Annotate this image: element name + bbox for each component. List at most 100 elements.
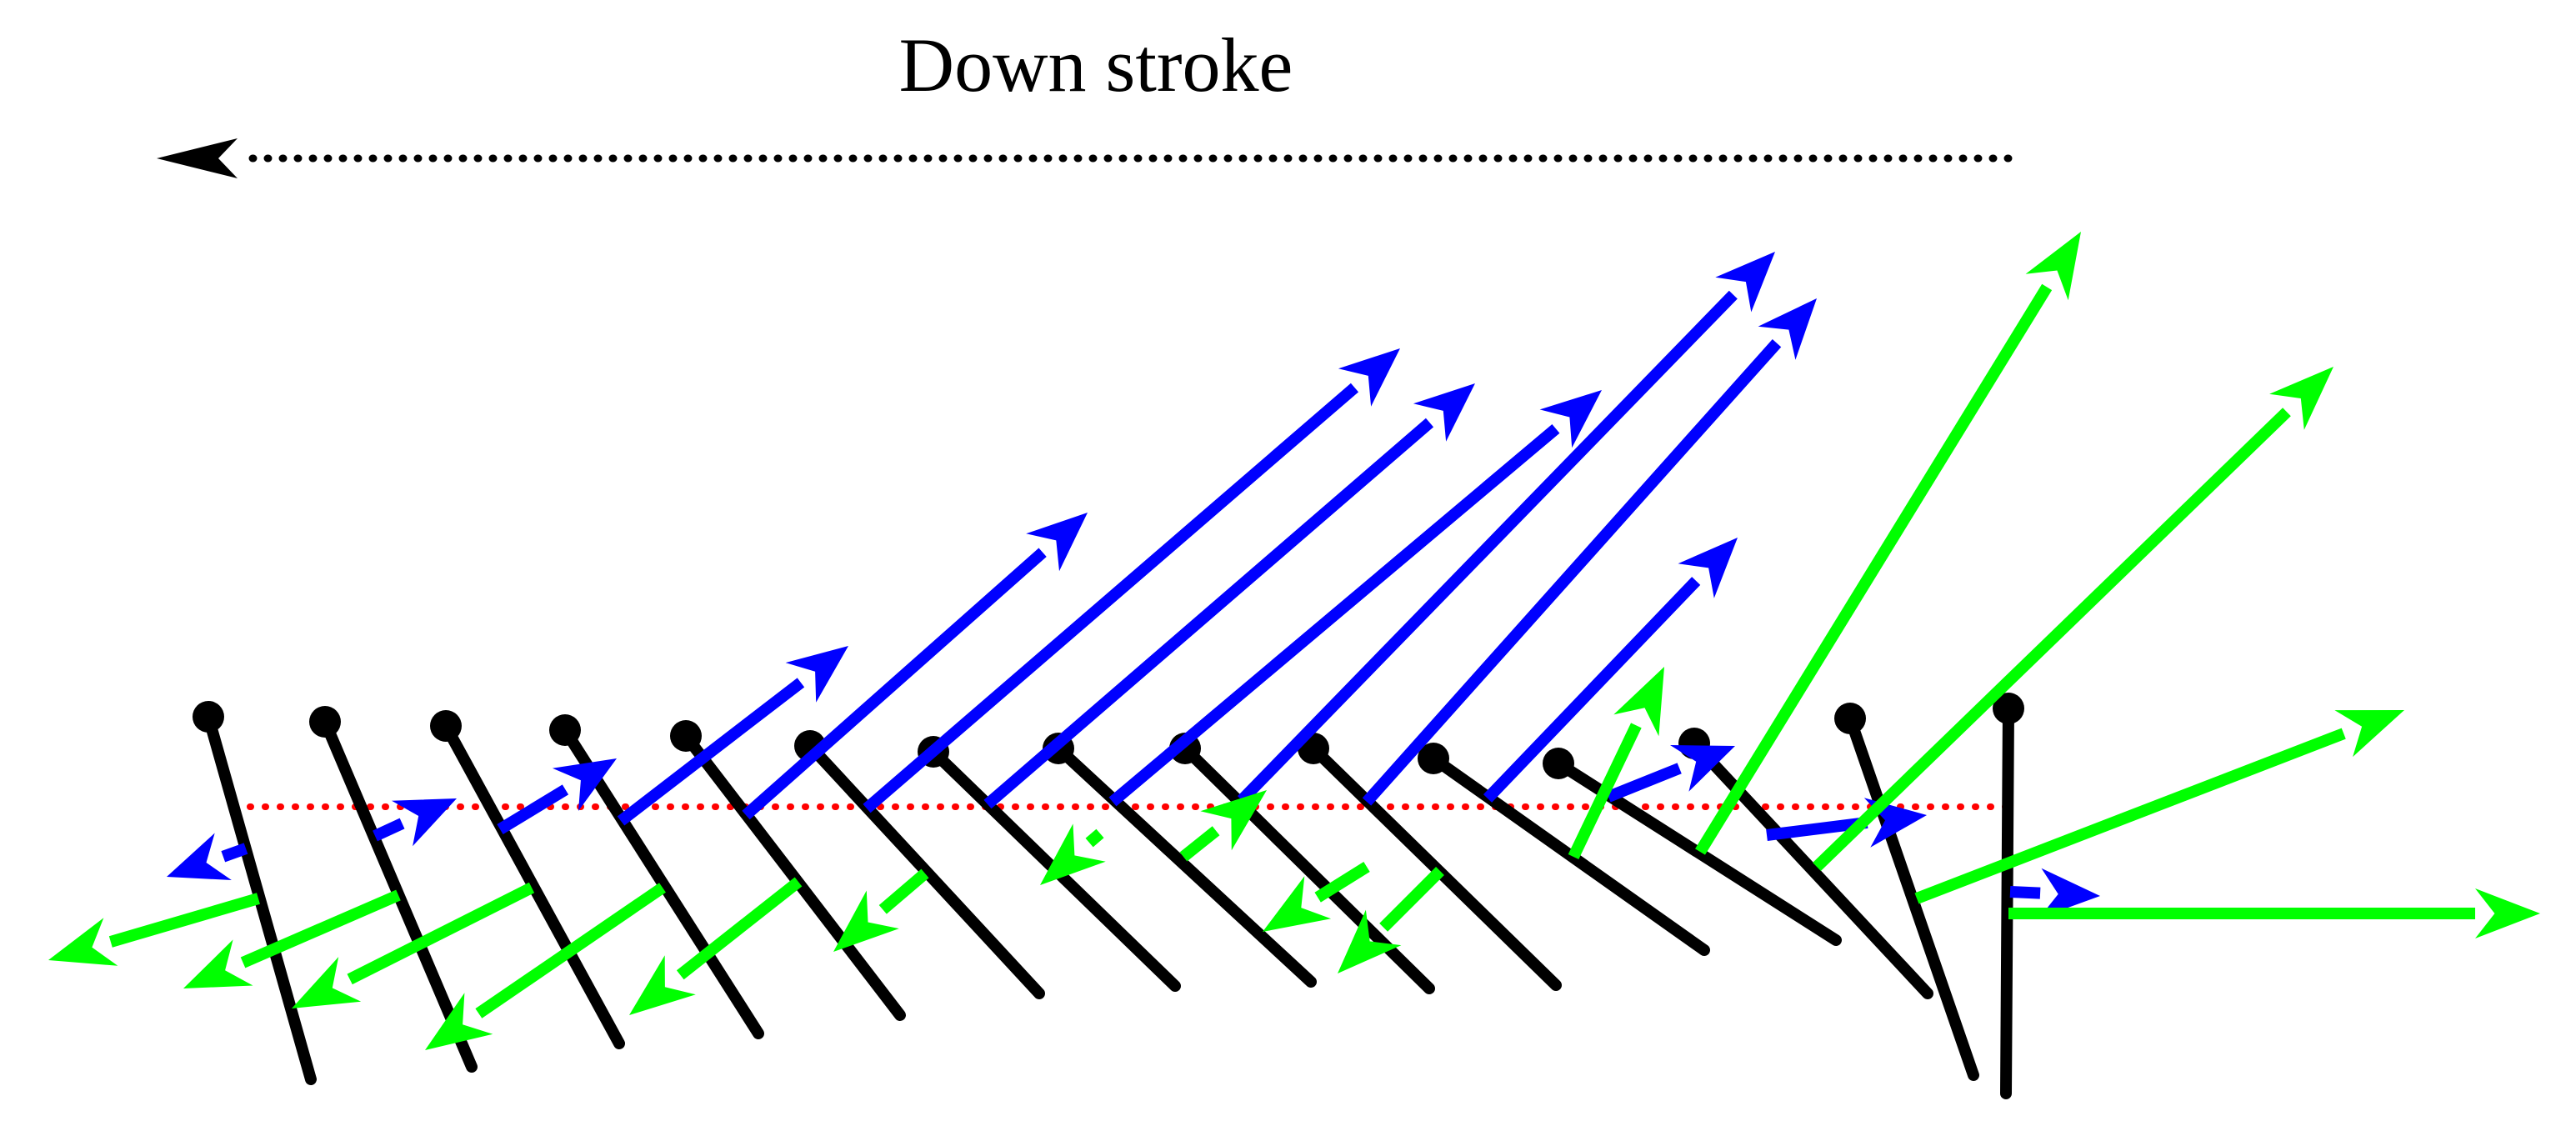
green-vector-arrow-shaft	[347, 882, 535, 985]
green-vector-arrow-shaft	[108, 893, 260, 948]
green-vector-arrow	[833, 868, 929, 952]
blue-vector-arrow-shaft	[221, 843, 248, 863]
green-vector-arrow-shaft	[475, 883, 666, 1018]
blue-vector-arrow-head	[785, 646, 848, 703]
wing-pivot-dot	[1418, 743, 1449, 774]
wing-chord-line	[804, 740, 1045, 999]
wing-pivot-dot	[193, 701, 224, 733]
blue-vector-arrow-shaft	[983, 418, 1434, 809]
green-vector-arrow-head	[2025, 232, 2081, 301]
blue-vector-arrow	[2009, 868, 2100, 918]
blue-vector-arrow	[497, 758, 617, 834]
green-vector-arrow-head	[183, 939, 253, 988]
green-vector-arrow	[629, 877, 803, 1015]
green-vector-arrow	[1813, 367, 2333, 872]
blue-vector-arrow-shaft	[863, 383, 1359, 813]
green-vector-arrow	[425, 883, 666, 1050]
green-vector-arrow	[1338, 867, 1444, 973]
green-vector-arrow-head	[425, 993, 493, 1050]
blue-vector-arrow-shaft	[1362, 339, 1782, 806]
green-vector-arrow-shaft	[1813, 408, 2291, 872]
wing-chord-line	[1308, 743, 1562, 991]
blue-vector-arrow	[1606, 745, 1735, 803]
green-vector-arrow-shaft	[1314, 862, 1370, 903]
blue-vector-arrow-head	[1413, 383, 1475, 442]
direction-arrow-head	[157, 138, 238, 178]
wing-pivot-dot	[670, 720, 702, 752]
wing-section	[918, 736, 1181, 992]
blue-vector-arrow	[1108, 390, 1602, 807]
blue-vector-arrow-shaft	[1237, 290, 1738, 804]
wing-chord-line	[440, 720, 625, 1049]
green-vector-arrow	[2008, 888, 2540, 938]
green-vector-arrow	[48, 893, 260, 966]
green-vector-arrow-head	[1200, 790, 1267, 851]
wing-pivot-dot	[1543, 748, 1574, 779]
green-vector-arrow-head	[1263, 876, 1332, 932]
green-vector-arrow-shaft	[1568, 723, 1642, 860]
wing-section	[193, 701, 317, 1085]
wing-chord-line	[2000, 703, 2014, 1099]
blue-vector-arrow-shaft	[1108, 424, 1560, 807]
green-vector-arrow-shaft	[1179, 826, 1220, 862]
blue-vector-arrow-shaft	[2009, 886, 2041, 899]
wing-chord-line	[1053, 743, 1317, 988]
green-vector-arrow-shaft	[1379, 867, 1444, 932]
wing-pivot-dot	[1834, 703, 1866, 734]
wing-chord-line	[319, 716, 478, 1073]
green-vector-arrow-head	[2269, 367, 2333, 430]
green-vector-arrow-shaft	[1085, 828, 1104, 848]
blue-vector-arrow	[373, 798, 457, 847]
stroke-direction-arrow	[157, 138, 2013, 178]
green-vector-arrow	[1695, 232, 2081, 855]
green-vector-arrow	[1568, 667, 1664, 860]
blue-vector-arrow-head	[1670, 745, 1735, 792]
blue-vector-arrow-head	[1715, 252, 1775, 313]
green-vector-arrow	[1040, 823, 1106, 885]
wing-chord-line	[1688, 738, 1933, 999]
blue-vector-arrow-head	[1026, 513, 1088, 572]
green-velocity-vectors	[48, 232, 2540, 1050]
wing-pivot-dot	[549, 714, 581, 746]
green-vector-arrow-head	[2334, 710, 2404, 758]
blue-vector-arrow	[983, 383, 1475, 809]
wing-chord-line	[203, 711, 317, 1085]
green-vector-arrow-head	[48, 918, 118, 966]
green-vector-arrow-shaft	[240, 889, 401, 968]
wing-section	[430, 710, 625, 1049]
blue-vector-arrow	[742, 513, 1088, 820]
wing-section	[1993, 693, 2024, 1099]
blue-vector-arrow-head	[2038, 868, 2100, 918]
wing-section	[670, 720, 906, 1021]
wing-chord-line	[1179, 743, 1435, 994]
green-vector-arrow	[1179, 790, 1267, 862]
green-vector-arrow-head	[833, 890, 899, 952]
blue-force-vectors	[167, 252, 2100, 918]
green-vector-arrow	[292, 882, 535, 1008]
green-vector-arrow	[1263, 862, 1370, 932]
green-vector-arrow-head	[2475, 888, 2540, 938]
blue-vector-arrow-shaft	[1766, 816, 1868, 841]
green-vector-arrow-shaft	[676, 877, 803, 980]
blue-vector-arrow-head	[552, 758, 617, 811]
green-vector-arrow-head	[292, 957, 362, 1008]
blue-vector-arrow-shaft	[742, 548, 1047, 820]
green-vector-arrow-head	[1040, 823, 1106, 885]
blue-vector-arrow	[1237, 252, 1775, 804]
blue-vector-arrow-head	[167, 833, 232, 880]
green-vector-arrow-shaft	[1914, 728, 2346, 904]
wing-pivot-dot	[309, 706, 341, 738]
blue-vector-arrow-head	[1678, 538, 1738, 598]
blue-vector-arrow	[617, 646, 848, 826]
blue-vector-arrow-shaft	[373, 818, 405, 842]
green-vector-arrow-shaft	[1695, 283, 2053, 855]
blue-vector-arrow	[863, 348, 1400, 813]
blue-vector-arrow	[1362, 298, 1817, 806]
wing-chord-line	[680, 730, 906, 1021]
blue-vector-arrow	[1483, 538, 1738, 803]
wing-pivot-dot	[1993, 693, 2024, 724]
blue-vector-arrow-shaft	[1483, 577, 1701, 803]
green-vector-arrow-head	[629, 955, 696, 1015]
blue-vector-arrow-shaft	[617, 678, 805, 826]
